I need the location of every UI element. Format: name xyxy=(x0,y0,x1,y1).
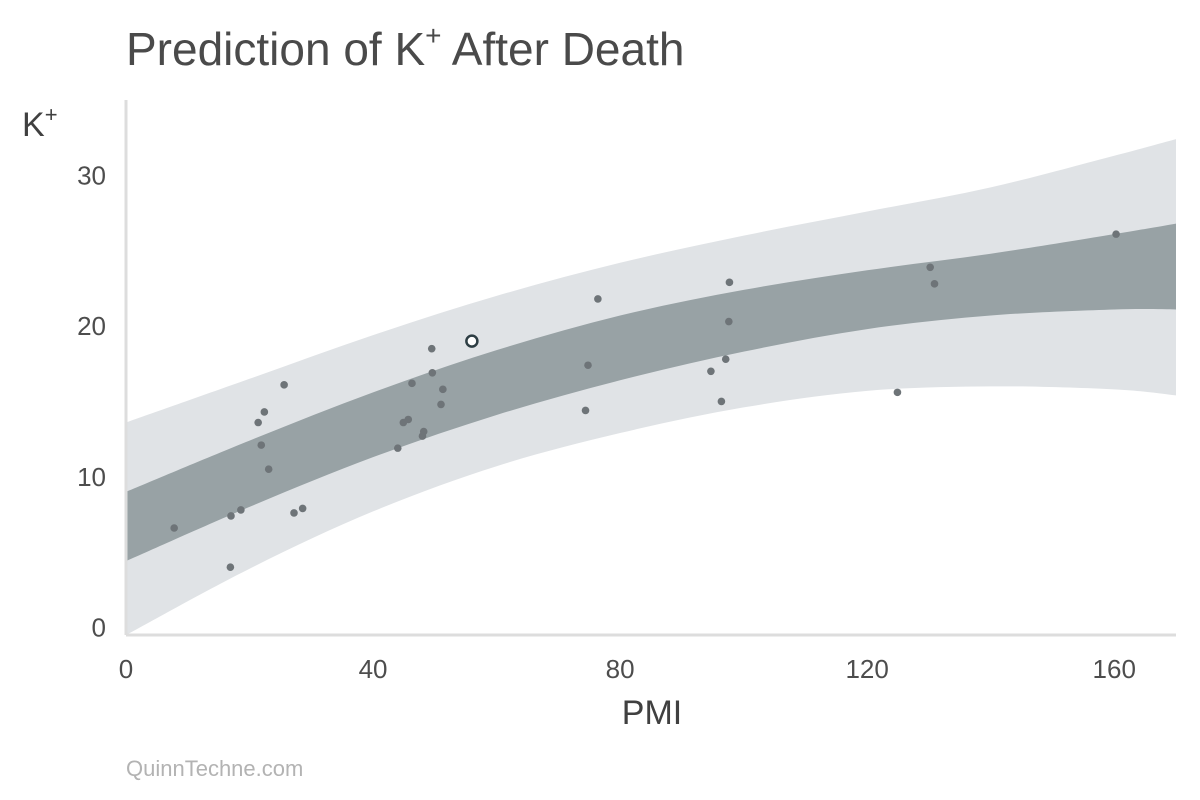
x-tick-label-160: 160 xyxy=(1093,654,1136,684)
data-point-16 xyxy=(419,427,428,436)
data-point-27 xyxy=(725,317,733,326)
data-point-25 xyxy=(717,397,726,406)
y-tick-label-30: 30 xyxy=(77,160,106,190)
y-tick-label-10: 10 xyxy=(77,462,106,492)
data-point-32 xyxy=(1112,230,1120,238)
y-axis-title: K+ xyxy=(22,102,58,144)
data-point-0 xyxy=(170,524,178,532)
prediction-band-inner xyxy=(126,223,1176,562)
x-axis-title: PMI xyxy=(622,694,682,732)
data-point-18 xyxy=(428,368,437,377)
watermark: QuinnTechne.com xyxy=(126,756,304,781)
data-point-8 xyxy=(280,381,288,389)
data-point-7 xyxy=(264,465,273,474)
data-point-13 xyxy=(404,415,413,424)
x-tick-label-40: 40 xyxy=(359,654,388,684)
data-point-22 xyxy=(584,361,592,370)
tick-labels: 0 40 80 120 160 0 10 20 30 xyxy=(77,160,1136,684)
data-points xyxy=(170,230,1120,571)
data-point-23 xyxy=(594,295,602,303)
data-point-10 xyxy=(298,504,307,513)
y-tick-label-20: 20 xyxy=(77,311,106,341)
prediction-bands xyxy=(126,139,1176,635)
data-point-31 xyxy=(930,280,939,288)
x-tick-label-80: 80 xyxy=(606,654,635,684)
chart-title: Prediction of K+ After Death xyxy=(126,19,685,75)
prediction-band-outer xyxy=(126,139,1176,635)
data-point-2 xyxy=(227,512,235,520)
data-point-20 xyxy=(439,385,447,394)
highlight-point xyxy=(465,334,479,348)
data-point-3 xyxy=(237,506,245,514)
data-point-21 xyxy=(581,406,590,415)
data-point-29 xyxy=(893,388,902,397)
axes xyxy=(124,100,1176,637)
data-point-24 xyxy=(707,367,715,376)
data-point-1 xyxy=(226,563,235,571)
data-point-9 xyxy=(290,509,298,517)
data-point-19 xyxy=(437,400,445,409)
data-point-17 xyxy=(427,344,436,353)
data-point-4 xyxy=(254,418,262,427)
y-axis-title-sup: + xyxy=(45,102,58,127)
data-point-11 xyxy=(393,444,402,452)
data-point-14 xyxy=(408,379,416,388)
y-tick-label-0: 0 xyxy=(92,612,106,642)
data-point-30 xyxy=(926,263,934,272)
x-tick-label-120: 120 xyxy=(845,654,888,684)
x-tick-label-0: 0 xyxy=(119,654,133,684)
data-point-26 xyxy=(721,355,730,364)
data-point-28 xyxy=(725,278,734,287)
y-axis-title-main: K xyxy=(22,106,45,144)
data-point-5 xyxy=(257,441,266,449)
data-point-6 xyxy=(260,408,269,416)
